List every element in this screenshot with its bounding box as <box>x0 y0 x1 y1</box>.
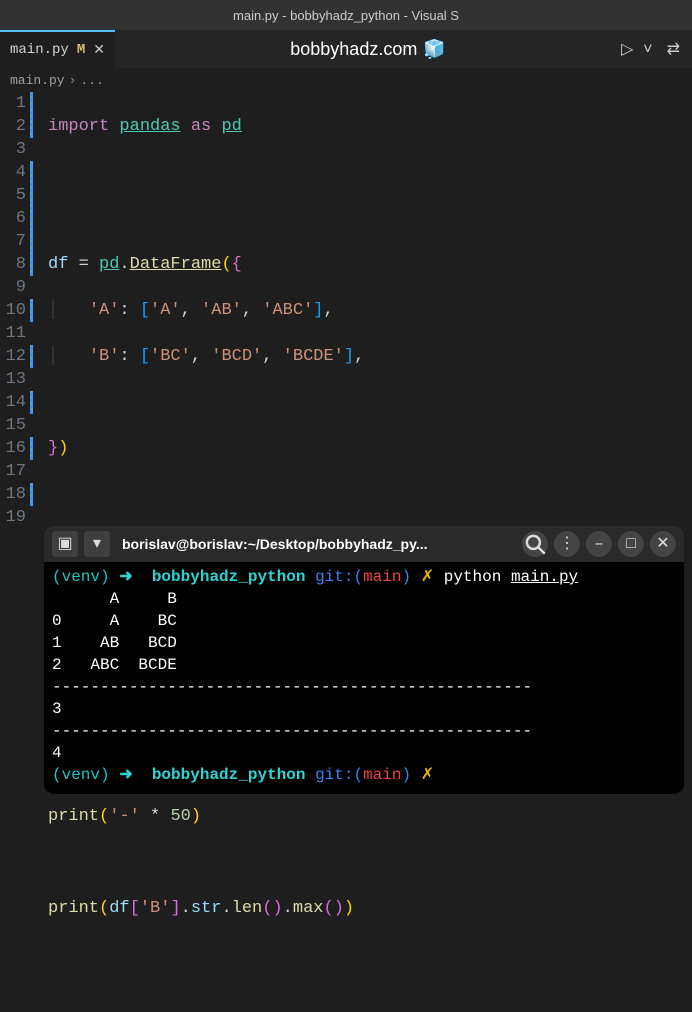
tab-filename: main.py <box>10 42 69 58</box>
compare-icon[interactable]: ⇄ <box>667 39 680 59</box>
search-icon[interactable] <box>522 531 548 557</box>
terminal-body[interactable]: (venv) ➜ bobbyhadz_python git:(main) ✗ p… <box>44 562 684 794</box>
window-titlebar: main.py - bobbyhadz_python - Visual S <box>0 0 692 30</box>
header-actions: ▷ ˅ ⇄ <box>621 39 692 59</box>
run-icon[interactable]: ▷ ˅ <box>621 39 653 59</box>
breadcrumb-file: main.py <box>10 73 65 88</box>
line-number-gutter: 1234 5678 9101112 13141516 171819 <box>0 92 28 1012</box>
menu-icon[interactable]: ⋮ <box>554 531 580 557</box>
site-title: bobbyhadz.com <box>290 39 417 60</box>
editor-tab[interactable]: main.py M ✕ <box>0 30 115 68</box>
cube-icon: 🧊 <box>423 39 445 60</box>
terminal-profile-icon[interactable]: ▣ <box>52 531 78 557</box>
tab-modified-indicator: M <box>77 42 85 58</box>
window-title: main.py - bobbyhadz_python - Visual S <box>233 8 459 23</box>
maximize-icon[interactable]: □ <box>618 531 644 557</box>
chevron-right-icon: › <box>69 73 77 88</box>
terminal-header: ▣ ▾ borislav@borislav:~/Desktop/bobbyhad… <box>44 526 684 562</box>
tabs-row: main.py M ✕ bobbyhadz.com 🧊 ▷ ˅ ⇄ <box>0 30 692 68</box>
close-icon[interactable]: ✕ <box>650 531 676 557</box>
header-center: bobbyhadz.com 🧊 <box>115 39 621 60</box>
terminal-window: ▣ ▾ borislav@borislav:~/Desktop/bobbyhad… <box>44 526 684 794</box>
breadcrumb[interactable]: main.py › ... <box>0 68 692 92</box>
minimize-icon[interactable]: – <box>586 531 612 557</box>
terminal-dropdown-icon[interactable]: ▾ <box>84 531 110 557</box>
close-icon[interactable]: ✕ <box>93 42 105 59</box>
terminal-title: borislav@borislav:~/Desktop/bobbyhadz_py… <box>116 533 516 555</box>
breadcrumb-rest: ... <box>80 73 103 88</box>
